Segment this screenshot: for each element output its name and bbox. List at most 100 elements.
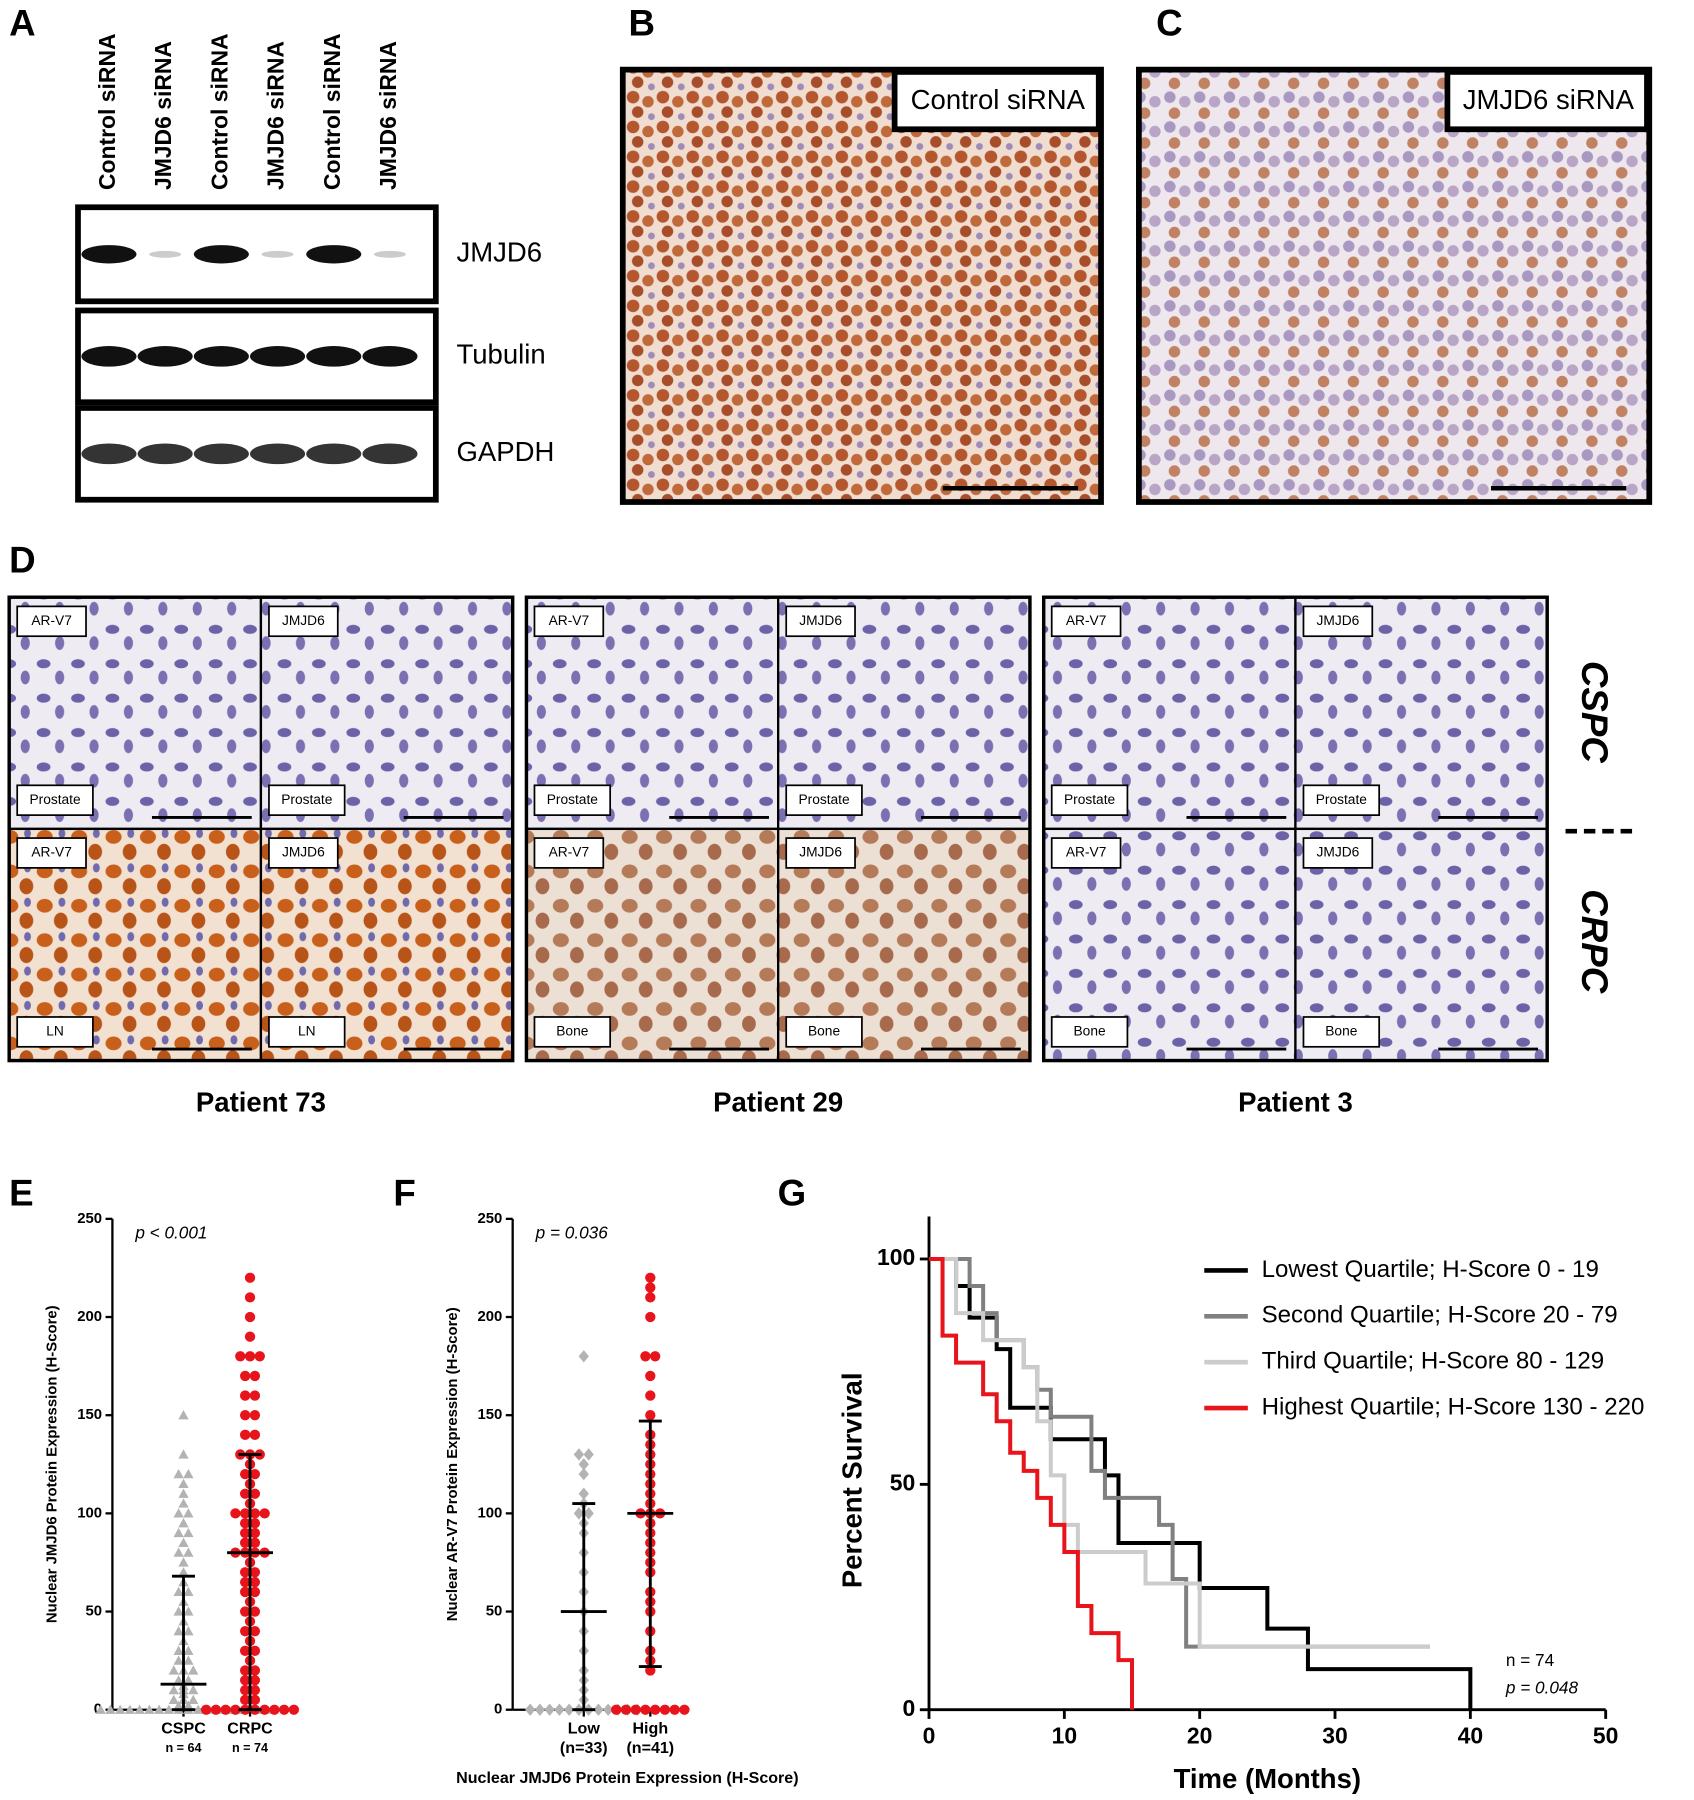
data-point xyxy=(239,1567,251,1578)
data-point xyxy=(173,1606,184,1616)
x-tick-label: Low xyxy=(568,1719,601,1737)
data-point xyxy=(249,1606,261,1617)
data-point xyxy=(183,1606,194,1616)
stage-label: CSPC xyxy=(1574,661,1615,763)
lane-label: JMJD6 siRNA xyxy=(375,41,401,190)
stain-label: AR-V7 xyxy=(31,845,71,860)
legend-label: Second Quartile; H-Score 20 - 79 xyxy=(1262,1302,1618,1329)
survival-curve xyxy=(929,1256,1430,1649)
site-label: Prostate xyxy=(1316,792,1368,807)
data-point xyxy=(583,1507,594,1520)
data-point xyxy=(269,1704,280,1715)
stain-box xyxy=(1050,837,1122,869)
data-point xyxy=(153,1704,165,1714)
x-tick-label: 20 xyxy=(1187,1722,1213,1748)
data-point xyxy=(645,1410,656,1421)
site-label: Bone xyxy=(1325,1024,1357,1039)
data-point xyxy=(239,1576,251,1588)
site-box xyxy=(1302,1016,1381,1048)
data-point xyxy=(168,1665,179,1675)
y-tick-label: 100 xyxy=(77,1505,102,1521)
data-point xyxy=(249,1684,261,1696)
data-point xyxy=(239,1429,251,1440)
patient-label: Patient 29 xyxy=(713,1086,843,1117)
data-point xyxy=(134,1704,145,1714)
site-box xyxy=(785,1016,863,1048)
data-point xyxy=(244,1311,256,1323)
blot-band xyxy=(81,443,137,465)
y-axis-label: Nuclear JMJD6 Protein Expression (H-Scor… xyxy=(45,1305,61,1623)
data-point xyxy=(573,1448,585,1461)
data-point xyxy=(173,1645,184,1655)
stain-box xyxy=(16,605,87,638)
data-point xyxy=(249,1370,261,1382)
lane-label: JMJD6 siRNA xyxy=(263,41,289,190)
data-point xyxy=(173,1468,184,1479)
ihc-label-box xyxy=(1444,69,1650,133)
data-point xyxy=(249,1518,261,1529)
data-point xyxy=(230,1704,241,1715)
data-point xyxy=(249,1390,261,1401)
data-point xyxy=(249,1508,261,1519)
data-point xyxy=(578,1350,589,1363)
data-point xyxy=(178,1567,189,1577)
site-label: Prostate xyxy=(547,792,599,807)
ihc-image xyxy=(619,66,1104,505)
site-box xyxy=(1050,784,1129,816)
data-point xyxy=(239,1370,251,1382)
y-tick-label: 0 xyxy=(494,1702,502,1718)
data-point xyxy=(578,1487,589,1500)
blot-band xyxy=(261,250,294,258)
stain-label: AR-V7 xyxy=(549,845,590,860)
data-point xyxy=(239,1606,251,1617)
data-point xyxy=(173,1586,184,1597)
lane-label: Control siRNA xyxy=(319,33,345,190)
data-point xyxy=(249,1527,261,1539)
data-point xyxy=(259,1704,270,1715)
blot-band xyxy=(250,346,306,367)
data-point xyxy=(173,1655,184,1665)
data-point xyxy=(669,1704,680,1715)
data-point xyxy=(249,1410,261,1421)
data-point xyxy=(650,1351,661,1362)
ihc-label-box xyxy=(891,69,1102,133)
data-point xyxy=(593,1703,604,1716)
stain-label: JMJD6 xyxy=(1316,613,1359,628)
data-point xyxy=(525,1703,536,1716)
panel-label: C xyxy=(1156,3,1183,44)
panel-label: A xyxy=(9,3,35,44)
patient-label: Patient 3 xyxy=(1238,1086,1353,1117)
data-point xyxy=(183,1700,194,1710)
data-point xyxy=(173,1547,184,1557)
data-point xyxy=(239,1527,251,1539)
data-point xyxy=(288,1704,300,1715)
data-point xyxy=(188,1684,199,1695)
data-point xyxy=(178,1518,189,1528)
blot-band xyxy=(250,443,306,465)
stain-box xyxy=(533,837,605,869)
data-point xyxy=(178,1537,189,1547)
data-point xyxy=(679,1704,690,1715)
data-point xyxy=(645,1282,656,1293)
annotation: p = 0.048 xyxy=(1505,1678,1579,1698)
data-point xyxy=(259,1508,270,1519)
data-point xyxy=(239,1684,251,1696)
data-point xyxy=(244,1272,256,1283)
data-point xyxy=(178,1449,189,1459)
stain-label: AR-V7 xyxy=(1066,845,1106,860)
data-point xyxy=(183,1655,194,1665)
site-box xyxy=(268,784,346,816)
data-point xyxy=(249,1675,261,1686)
data-point xyxy=(244,1351,256,1362)
data-point xyxy=(95,1704,106,1714)
y-tick-label: 150 xyxy=(77,1407,102,1423)
ihc-label: Control siRNA xyxy=(911,84,1086,115)
site-box xyxy=(16,784,94,816)
data-point xyxy=(239,1468,251,1480)
data-point xyxy=(239,1675,251,1686)
blot-band xyxy=(81,245,137,264)
legend-label: Highest Quartile; H-Score 130 - 220 xyxy=(1262,1393,1645,1420)
data-point xyxy=(640,1351,651,1362)
stain-label: AR-V7 xyxy=(1066,613,1106,628)
data-point xyxy=(554,1703,565,1716)
